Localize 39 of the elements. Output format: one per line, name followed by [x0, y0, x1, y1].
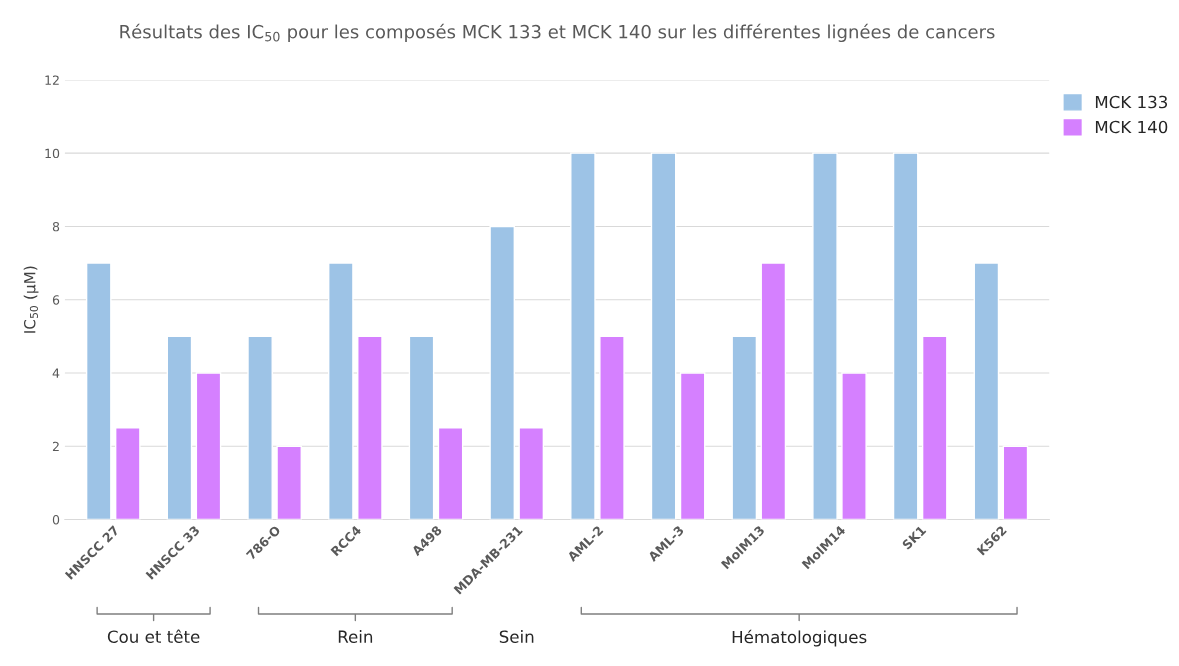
legend-label: MCK 133	[1095, 95, 1168, 109]
y-tick-label: 6	[52, 295, 60, 305]
bar	[841, 372, 867, 520]
bar	[679, 372, 706, 520]
bar	[1002, 445, 1029, 520]
bar	[812, 152, 838, 520]
y-tick-label: 10	[45, 148, 60, 159]
bar	[489, 225, 516, 520]
bar	[114, 427, 141, 520]
bar	[731, 335, 758, 520]
bar	[892, 152, 919, 520]
bar	[357, 335, 383, 520]
bar	[276, 445, 302, 520]
bar	[437, 427, 464, 520]
text: Hématologiques	[732, 629, 867, 647]
bar	[85, 262, 112, 520]
y-tick-label: 0	[52, 514, 60, 525]
bar	[760, 262, 787, 520]
bar	[650, 152, 677, 520]
y-tick-label: 4	[52, 368, 60, 378]
bar	[570, 152, 596, 520]
bar	[973, 262, 1000, 520]
y-tick-label: 2	[52, 441, 59, 451]
text: Rein	[338, 630, 373, 643]
bar	[408, 335, 435, 520]
y-tick-label: 8	[52, 221, 60, 232]
chart-title: Résultats des IC$_{50}$ pour les composés MCK 133 et MCK 140 sur les différentes lignées de cancers	[120, 23, 995, 43]
bar	[599, 335, 625, 520]
bar	[195, 372, 222, 520]
y-axis-title: IC$_{50}$ (µM)	[23, 266, 39, 333]
y-tick-label: 12	[45, 75, 59, 85]
bar	[921, 335, 948, 520]
legend-label: MCK 140	[1095, 120, 1168, 134]
bar	[247, 335, 273, 520]
text: Cou et tête	[107, 629, 200, 643]
bar	[166, 335, 193, 520]
bar	[518, 427, 545, 520]
text: Sein	[499, 630, 534, 643]
bar	[328, 262, 354, 520]
